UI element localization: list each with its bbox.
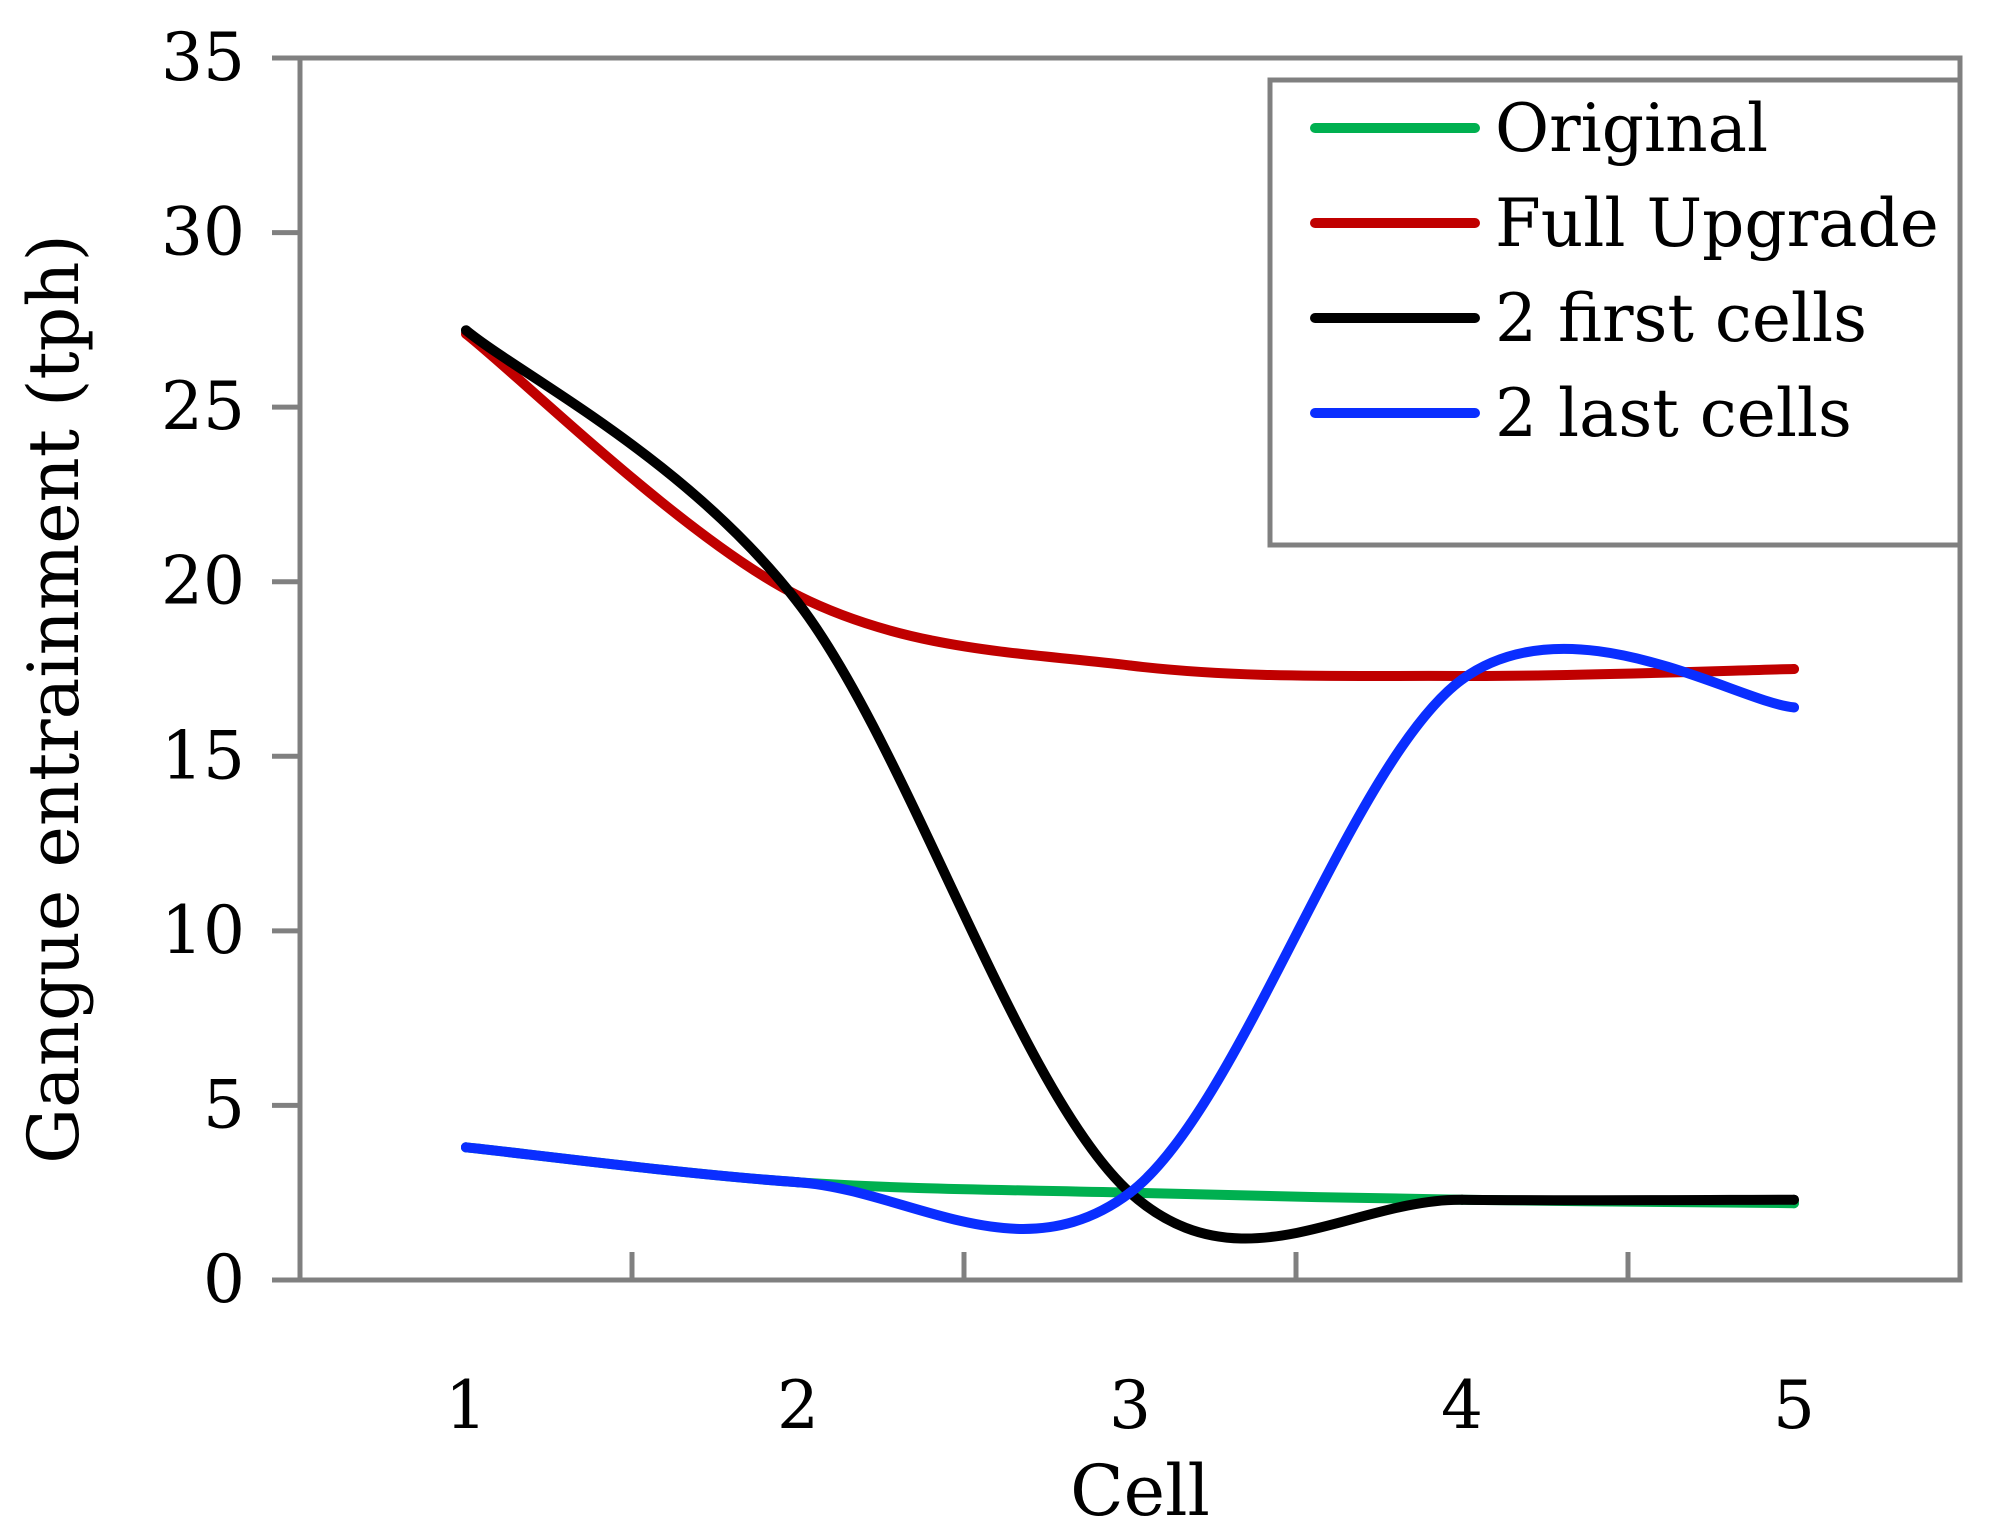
ticks-layer: 0 5 10 15 20 25 30 35 1 2 3 4 5 (161, 19, 1815, 1444)
y-tick-label: 5 (203, 1066, 245, 1143)
y-tick-label: 35 (161, 19, 245, 96)
data-point-2-last-cells (793, 1177, 803, 1188)
series-line-2-last-cells (461, 643, 1799, 1234)
data-point-2-first-cells (1457, 1194, 1467, 1205)
legend: Original Full Upgrade 2 first cells 2 last … (1267, 77, 1963, 548)
legend-label-original: Original (1495, 90, 1768, 167)
plot-frame (297, 55, 1963, 1283)
x-axis-title: Cell (1070, 1450, 1210, 1532)
y-axis-title: Gangue entrainment (tph) (13, 234, 95, 1164)
y-tick-label: 25 (161, 368, 245, 445)
data-point-2-last-cells (1457, 674, 1467, 685)
x-tick-label: 3 (1109, 1367, 1151, 1444)
legend-box (1267, 77, 1963, 548)
legend-label-2-last-cells: 2 last cells (1495, 375, 1852, 452)
y-tick-label: 15 (161, 717, 245, 794)
x-tick-label: 5 (1773, 1367, 1815, 1444)
y-tick-label: 0 (203, 1241, 245, 1318)
x-tick-label: 1 (445, 1367, 487, 1444)
data-point-2-first-cells (793, 597, 803, 608)
x-tick-label: 4 (1441, 1367, 1483, 1444)
data-point-full-upgrade (1789, 664, 1799, 674)
y-tick-label: 10 (161, 892, 245, 969)
series-line-2-first-cells (461, 325, 1799, 1244)
series-layer (461, 325, 1799, 1244)
data-point-2-first-cells (1789, 1194, 1799, 1205)
legend-label-2-first-cells: 2 first cells (1495, 280, 1867, 357)
data-point-full-upgrade (1125, 660, 1135, 671)
data-point-2-first-cells (461, 325, 471, 336)
legend-label-full-upgrade: Full Upgrade (1495, 185, 1939, 262)
data-point-2-last-cells (1789, 702, 1799, 713)
x-tick-label: 2 (777, 1367, 819, 1444)
y-tick-label: 30 (161, 194, 245, 271)
y-tick-label: 20 (161, 543, 245, 620)
data-point-2-last-cells (1125, 1187, 1135, 1198)
data-point-2-last-cells (461, 1142, 471, 1153)
